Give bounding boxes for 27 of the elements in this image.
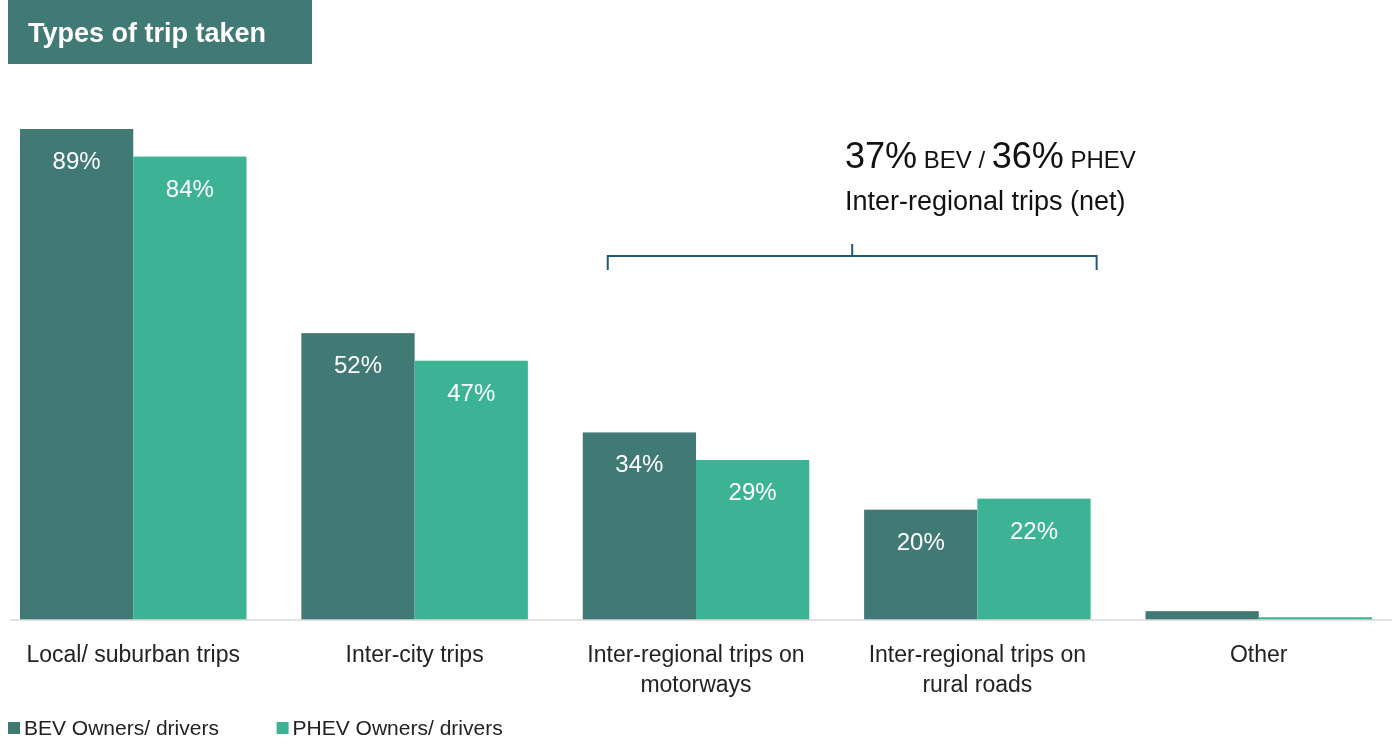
- bar: [20, 129, 134, 620]
- legend-label: BEV Owners/ drivers: [24, 716, 219, 739]
- x-tick-label: Other: [1229, 641, 1288, 667]
- annotation: Inter-regional trips (net): [845, 186, 1126, 216]
- data-label: 34%: [615, 450, 664, 478]
- data-label: 89%: [52, 147, 101, 174]
- bar: [696, 460, 810, 620]
- legend-label: PHEV Owners/ drivers: [292, 716, 503, 739]
- data-label: 52%: [333, 351, 383, 379]
- bar: [582, 432, 696, 620]
- bar: [977, 498, 1091, 620]
- bar: [864, 509, 978, 620]
- annotation: 37% BEV / 36% PHEV: [845, 135, 1136, 176]
- data-label: 20%: [896, 527, 945, 555]
- x-tick-label: Local/ suburban trips: [26, 641, 241, 667]
- bar: [1145, 611, 1259, 620]
- chart-title: Types of trip taken: [28, 18, 267, 48]
- data-label: 29%: [728, 478, 777, 506]
- bar: [414, 360, 528, 620]
- x-tick-label: Inter-regional trips on rural roads: [868, 641, 1087, 697]
- data-label: 47%: [447, 378, 496, 406]
- x-tick-label: Inter-city trips: [345, 641, 484, 667]
- data-label: 84%: [165, 174, 214, 202]
- bar: [133, 156, 247, 620]
- bar: [301, 333, 415, 620]
- data-label: 22%: [1009, 516, 1059, 544]
- x-tick-label: Inter-regional trips on motorways: [587, 641, 805, 697]
